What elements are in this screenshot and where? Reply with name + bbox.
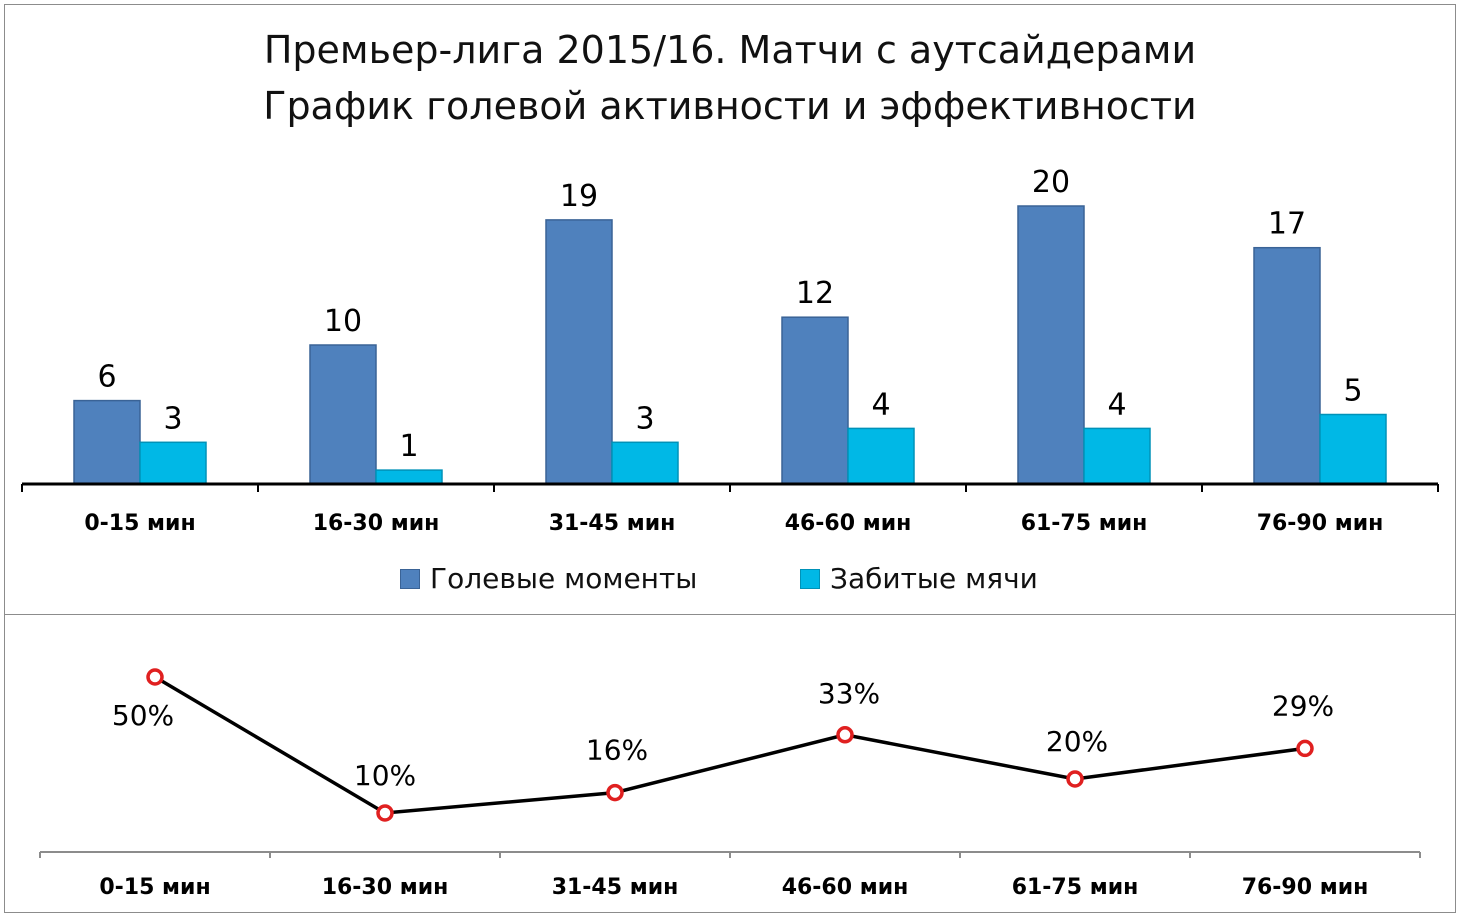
efficiency-point-2 [376,804,394,822]
data-label-goal-chances-2: 10 [324,304,362,339]
bar-goal-chances-5 [1017,205,1085,485]
legend-label-goals-scored: Забитые мячи [830,562,1038,595]
legend-item-goal-chances: Голевые моменты [400,562,697,595]
bar-goal-chances-3 [545,219,613,485]
chart-title-line-2: График голевой активности и эффективност… [263,84,1197,128]
x-tick-label-line-1: 0-15 мин [99,875,210,900]
x-tick-label-bar-6: 76-90 мин [1257,511,1384,536]
bar-goal-chances-6 [1253,246,1321,485]
data-label-goals-scored-3: 3 [635,401,654,436]
x-tick-label-bar-5: 61-75 мин [1021,511,1148,536]
x-tick-label-line-5: 61-75 мин [1012,875,1139,900]
data-label-goal-chances-5: 20 [1032,165,1070,200]
x-tick-label-bar-3: 31-45 мин [549,511,676,536]
x-tick-label-line-2: 16-30 мин [322,875,449,900]
efficiency-point-5 [1066,770,1084,788]
data-label-goal-chances-3: 19 [560,179,598,214]
data-label-goals-scored-6: 5 [1343,374,1362,409]
legend-label-goal-chances: Голевые моменты [430,562,698,595]
x-tick-label-bar-4: 46-60 мин [785,511,912,536]
bar-goals-scored-6 [1319,413,1387,485]
bar-goal-chances-4 [781,316,849,485]
efficiency-label-1: 50% [112,699,174,732]
efficiency-point-6 [1296,739,1314,758]
chart-legend: Голевые моменты Забитые мячи [0,562,1460,602]
data-label-goals-scored-1: 3 [163,401,182,436]
efficiency-point-3 [606,783,624,802]
x-tick-label-line-3: 31-45 мин [552,875,679,900]
x-tick-label-bar-2: 16-30 мин [313,511,440,536]
efficiency-label-4: 33% [818,677,880,710]
efficiency-point-1 [146,668,164,686]
chart-title-line-1: Премьер-лига 2015/16. Матчи с аутсайдера… [263,28,1197,72]
data-label-goals-scored-4: 4 [871,387,890,422]
efficiency-label-3: 16% [586,734,648,767]
x-tick-label-bar-1: 0-15 мин [84,511,195,536]
efficiency-label-5: 20% [1046,725,1108,758]
efficiency-point-4 [836,726,854,744]
efficiency-line [154,675,1306,815]
data-label-goals-scored-5: 4 [1107,387,1126,422]
x-tick-label-line-6: 76-90 мин [1242,875,1369,900]
bar-chart-panel [4,4,1456,616]
data-label-goals-scored-2: 1 [399,429,418,464]
legend-swatch-goal-chances [400,568,420,589]
data-label-goal-chances-4: 12 [796,276,834,311]
legend-item-goals-scored: Забитые мячи [800,562,1038,595]
data-label-goal-chances-6: 17 [1268,207,1306,242]
bar-goal-chances-2 [309,344,377,485]
efficiency-label-2: 10% [354,759,416,792]
efficiency-label-6: 29% [1272,689,1334,722]
x-tick-label-line-4: 46-60 мин [782,875,909,900]
legend-swatch-goals-scored [800,568,820,589]
data-label-goal-chances-1: 6 [97,360,116,395]
